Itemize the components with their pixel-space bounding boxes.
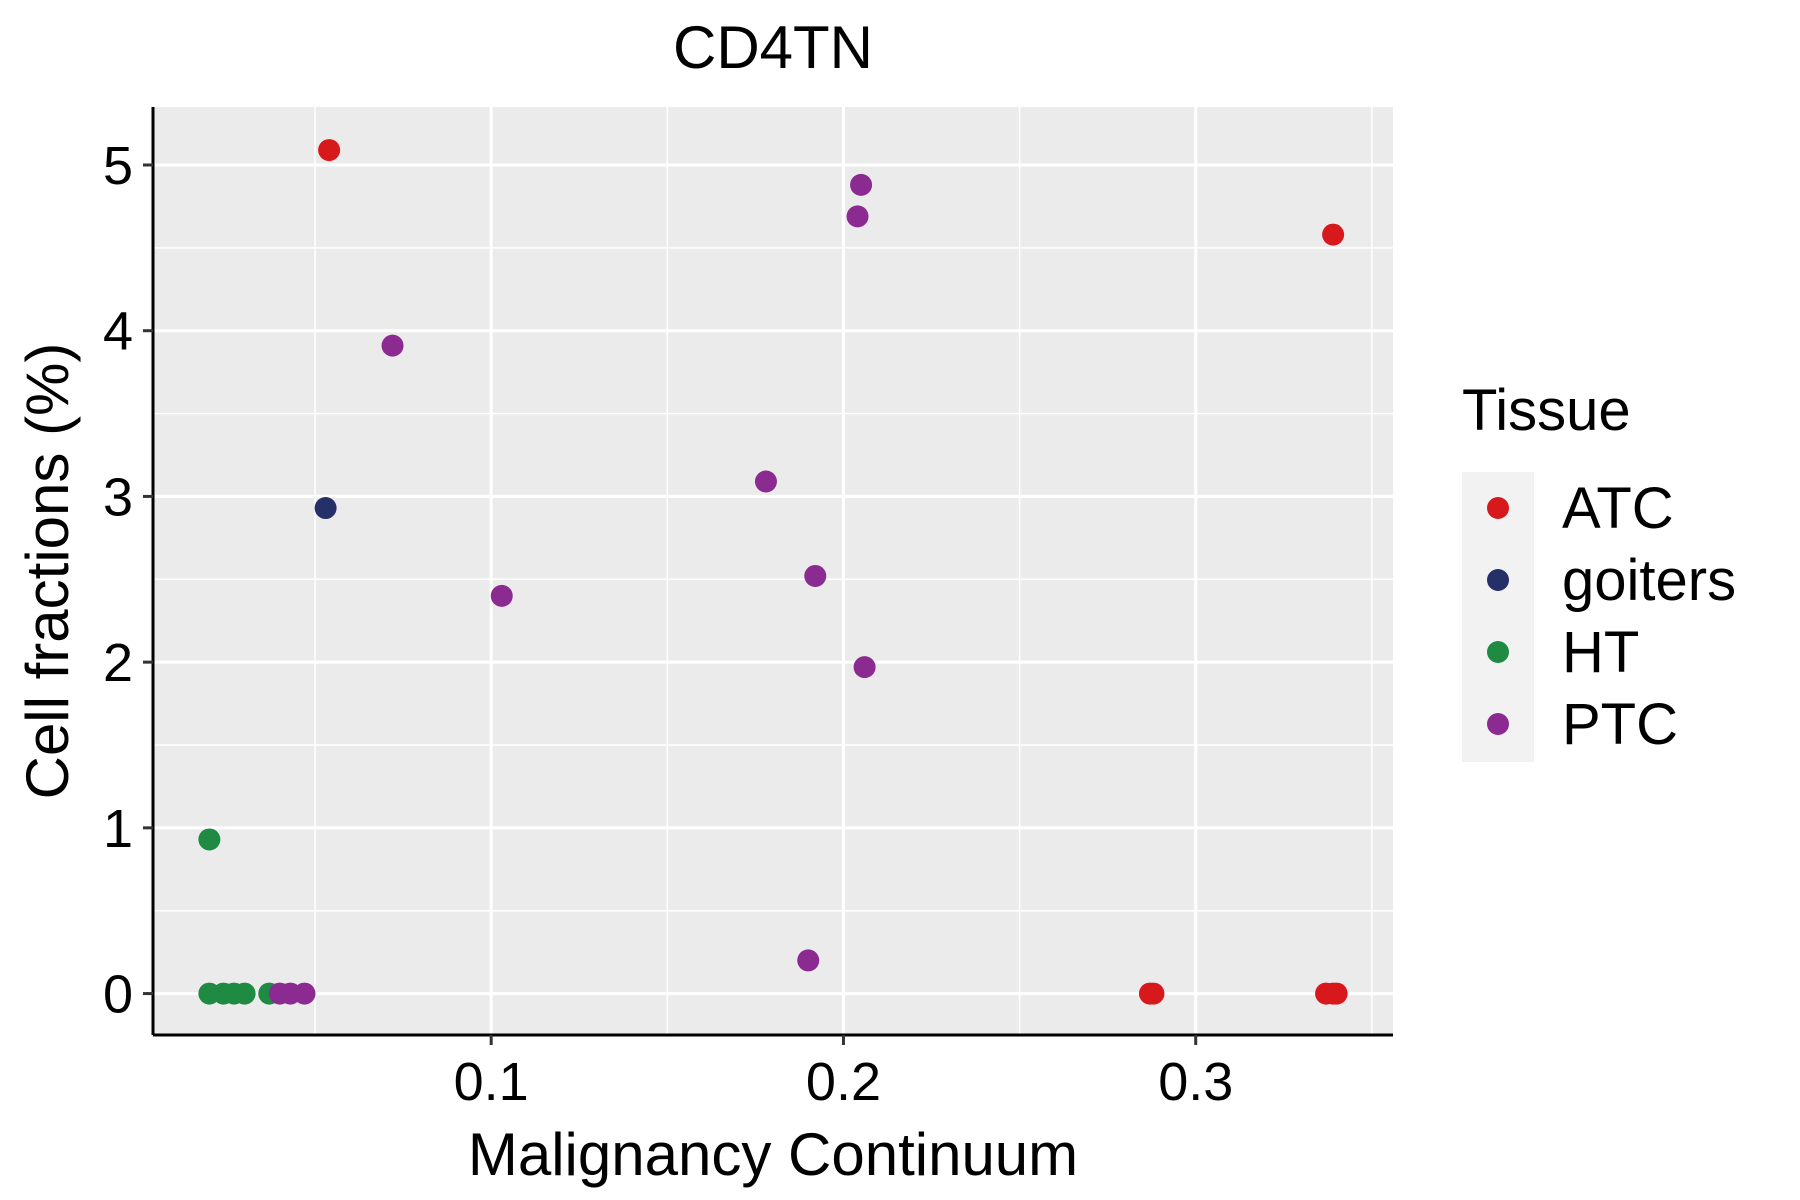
point-atc [1325, 982, 1348, 1005]
chart-title: CD4TN [673, 14, 873, 81]
plot-background [153, 107, 1393, 1035]
legend-key-ht [1487, 641, 1509, 663]
major-gridlines [153, 107, 1393, 1035]
legend-items: ATC goiters HT PTC [1487, 476, 1736, 757]
point-ptc [754, 470, 777, 493]
x-axis-ticks: 0.1 0.2 0.3 [454, 1035, 1233, 1112]
legend-label-ht: HT [1562, 620, 1639, 685]
y-axis-ticks: 0 1 2 3 4 5 [103, 136, 153, 1025]
data-points [198, 139, 1348, 1005]
point-ptc [381, 334, 404, 357]
point-ptc [846, 205, 869, 228]
y-axis-title: Cell fractions (%) [14, 343, 81, 800]
point-ptc [490, 584, 513, 607]
x-tick-label: 0.3 [1158, 1052, 1233, 1112]
y-tick-label: 0 [103, 965, 133, 1025]
minor-gridlines [153, 107, 1393, 1035]
x-axis-title: Malignancy Continuum [468, 1121, 1078, 1188]
legend: Tissue ATC goiters HT PTC [1462, 378, 1736, 762]
y-tick-label: 3 [103, 467, 133, 527]
point-ptc [797, 949, 820, 972]
legend-label-atc: ATC [1562, 476, 1674, 541]
legend-label-ptc: PTC [1562, 692, 1678, 757]
legend-key-ptc [1487, 713, 1509, 735]
point-atc [1322, 223, 1345, 246]
point-atc [318, 139, 341, 162]
x-tick-label: 0.2 [806, 1052, 881, 1112]
legend-title: Tissue [1462, 378, 1631, 443]
plot-panel [153, 107, 1393, 1035]
y-tick-label: 1 [103, 799, 133, 859]
point-ptc [853, 656, 876, 679]
legend-key-goiters [1487, 569, 1509, 591]
point-ptc [850, 173, 873, 196]
point-atc [1142, 982, 1165, 1005]
point-ht [198, 828, 221, 851]
y-tick-label: 5 [103, 136, 133, 196]
point-ptc [293, 982, 316, 1005]
point-goiters [314, 497, 337, 520]
point-ptc [804, 564, 827, 587]
y-tick-label: 2 [103, 633, 133, 693]
point-ht [233, 982, 256, 1005]
y-tick-label: 4 [103, 302, 133, 362]
x-tick-label: 0.1 [454, 1052, 529, 1112]
legend-key-atc [1487, 497, 1509, 519]
legend-label-goiters: goiters [1562, 548, 1736, 613]
